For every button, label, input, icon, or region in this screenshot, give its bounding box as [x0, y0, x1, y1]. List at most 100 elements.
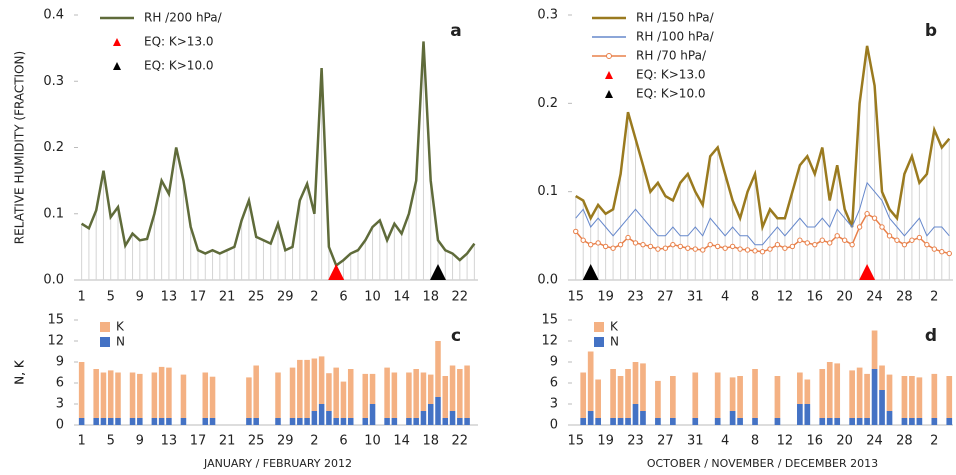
bar-segment: [420, 372, 427, 411]
point: [617, 241, 624, 248]
bar-segment: [871, 369, 878, 425]
bar-segment: [871, 330, 878, 369]
bar-segment: [819, 418, 826, 425]
point: [625, 234, 631, 241]
bar-segment: [856, 418, 863, 425]
y-tick-label: 0.3: [43, 74, 64, 89]
x-tick-label: 8: [751, 434, 759, 449]
legend-label: EQ: K>13.0: [144, 35, 214, 49]
bar-segment: [413, 418, 419, 425]
point: [819, 237, 825, 243]
bar-segment: [655, 380, 661, 418]
bar-segment: [834, 363, 841, 418]
y-tick-label: 3: [550, 397, 558, 412]
bar-segment: [406, 372, 412, 418]
y-tick-label: 0.1: [537, 184, 558, 199]
bar-segment: [864, 418, 870, 425]
x-tick-label: 20: [836, 434, 853, 449]
x-tick-label: 2: [930, 290, 938, 305]
series-line: [575, 181, 950, 246]
y-tick-label: 0.4: [43, 8, 64, 23]
bar-segment: [137, 373, 143, 418]
bar-segment: [729, 411, 736, 425]
point: [856, 224, 863, 230]
x-tick-label: 8: [751, 290, 759, 305]
bar-segment: [413, 369, 419, 418]
point: [841, 237, 848, 243]
x-tick-label: 19: [597, 290, 614, 305]
point: [834, 233, 840, 239]
bar-segment: [253, 365, 259, 418]
x-tick-label: 19: [597, 434, 614, 449]
bar-segment: [834, 418, 841, 425]
y-tick-label: 0: [56, 418, 64, 433]
x-tick-label: 5: [107, 434, 115, 449]
point: [782, 245, 788, 251]
bar-segment: [617, 376, 624, 418]
bar-segment: [886, 374, 893, 411]
x-tick-label: 31: [687, 290, 704, 305]
bar-segment: [158, 418, 165, 425]
bar-segment: [849, 370, 855, 418]
bar-segment: [457, 418, 463, 425]
point: [871, 215, 878, 221]
legend-label: N: [610, 335, 619, 349]
x-tick-label: 13: [161, 290, 178, 305]
bar-segment: [909, 376, 915, 418]
x-tick-label: 14: [393, 290, 410, 305]
bar-segment: [202, 418, 209, 425]
x-tick-label: 23: [627, 290, 644, 305]
point: [916, 234, 923, 241]
x-tick-label: 6: [339, 290, 347, 305]
x-tick-label: 13: [161, 434, 178, 449]
point: [886, 233, 893, 239]
point: [789, 243, 796, 250]
point: [909, 237, 915, 243]
bar-segment: [804, 404, 811, 425]
bar-segment: [435, 341, 441, 397]
x-axis-label: JANUARY / FEBRUARY 2012: [203, 457, 352, 470]
y-tick-label: 12: [47, 334, 64, 349]
bar-segment: [246, 418, 252, 425]
legend-swatch: [100, 322, 110, 332]
bar-segment: [304, 418, 310, 425]
bar-segment: [587, 351, 594, 411]
y-tick-label: 12: [541, 334, 558, 349]
bar-segment: [347, 418, 354, 425]
bar-segment: [625, 418, 631, 425]
bar-segment: [879, 390, 885, 425]
bar-segment: [797, 372, 803, 404]
bar-segment: [640, 411, 646, 425]
y-axis-label: N, K: [13, 359, 27, 385]
x-tick-label: 21: [219, 434, 236, 449]
y-tick-label: 9: [550, 355, 558, 370]
y-axis-label: RELATIVE HUMIDITY (FRACTION): [13, 51, 27, 244]
x-tick-label: 2: [930, 434, 938, 449]
legend-label: RH /100 hPa/: [636, 30, 715, 44]
bar-segment: [655, 418, 661, 425]
point: [737, 246, 743, 252]
bar-segment: [318, 356, 325, 404]
bar-segment: [464, 418, 470, 425]
bar-segment: [714, 418, 721, 425]
y-tick-label: 0.2: [537, 96, 558, 111]
x-tick-label: 25: [248, 290, 265, 305]
bar-segment: [886, 411, 893, 425]
bar-segment: [93, 369, 99, 418]
bar-segment: [384, 367, 390, 418]
x-tick-label: 17: [190, 434, 207, 449]
point: [670, 241, 676, 248]
point: [707, 241, 713, 248]
bar-segment: [849, 418, 855, 425]
bar-segment: [916, 418, 923, 425]
bar-segment: [752, 369, 758, 418]
point: [700, 247, 706, 253]
x-tick-label: 2: [310, 290, 318, 305]
point: [573, 228, 579, 235]
point: [677, 243, 684, 250]
legend-swatch: [594, 322, 604, 332]
x-tick-label: 17: [190, 290, 207, 305]
event-marker: [328, 264, 345, 280]
bar-segment: [856, 367, 863, 418]
